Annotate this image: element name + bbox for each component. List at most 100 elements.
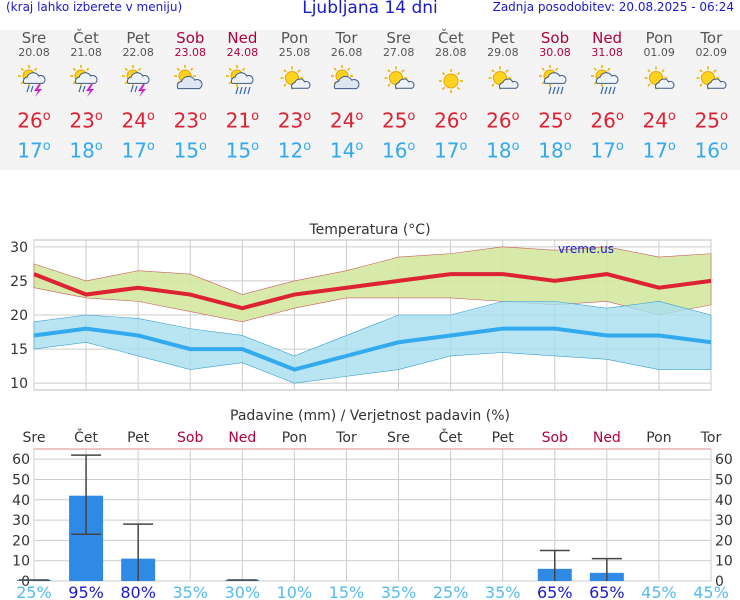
max-temp: 24o	[121, 108, 155, 133]
day-date: 23.08	[174, 46, 207, 59]
precip-ytick-right: 40	[715, 493, 733, 509]
min-temp: 17o	[434, 138, 468, 163]
day-name: Tor	[335, 29, 358, 47]
temp-ytick: 15	[10, 342, 28, 358]
watermark: vreme.us	[558, 242, 614, 256]
min-temp-value: 16	[694, 138, 721, 163]
sun-cloud-rain-icon	[226, 65, 254, 95]
sun-cloud-lightning-icon	[18, 65, 46, 97]
max-temp: 26o	[590, 108, 624, 133]
max-temp-value: 23	[173, 108, 200, 133]
min-temp-value: 17	[590, 138, 616, 163]
max-temp: 23o	[69, 108, 103, 133]
max-temp: 25o	[538, 108, 572, 133]
precip-ytick-left: 30	[12, 513, 30, 529]
temp-ytick: 30	[10, 240, 28, 256]
forecast-day: Čet 21.08 23o 18o	[60, 30, 112, 162]
temp-ytick: 10	[10, 376, 28, 392]
forecast-day: Tor 26.08 24o 14o	[321, 30, 373, 162]
precip-ytick-right: 20	[715, 533, 733, 549]
forecast-day: Pon 25.08 23o 12o	[269, 30, 321, 162]
precip-probability: 65%	[537, 583, 573, 600]
min-temp-value: 16	[381, 138, 408, 163]
max-temp-value: 23	[69, 108, 95, 133]
min-temp: 18o	[538, 138, 572, 163]
precip-day-label: Pon	[646, 430, 671, 446]
day-name: Tor	[700, 29, 723, 47]
forecast-day: Pet 29.08 26o 18o	[477, 30, 529, 162]
precipitation-chart: Padavine (mm) / Verjetnost padavin (%) Sr…	[12, 408, 733, 600]
min-temp-value: 18	[486, 138, 512, 163]
day-date: 27.08	[382, 46, 415, 59]
max-temp: 26o	[434, 108, 468, 133]
precip-day-label: Pon	[282, 430, 307, 446]
sun-small-cloud-icon	[384, 66, 415, 90]
day-name: Pet	[491, 29, 515, 47]
min-temp: 17o	[17, 138, 51, 163]
precip-ytick-left: 10	[12, 554, 30, 570]
day-name: Pet	[126, 29, 150, 47]
min-temp: 18o	[69, 138, 103, 163]
precip-day-label: Ned	[593, 430, 621, 446]
day-date: 26.08	[330, 46, 363, 59]
max-temp: 25o	[694, 108, 728, 133]
min-temp: 15o	[225, 138, 260, 163]
precip-ytick-left: 60	[12, 452, 30, 468]
precip-day-label: Tor	[335, 430, 357, 446]
day-date: 21.08	[70, 46, 102, 59]
precip-probability: 45%	[641, 583, 677, 600]
max-temp: 25o	[381, 108, 416, 133]
max-temp: 23o	[277, 108, 312, 133]
max-temp-value: 25	[694, 108, 721, 133]
precip-probability: 15%	[329, 583, 365, 600]
sun-cloud-rain-icon	[591, 65, 619, 95]
min-temp: 12o	[277, 138, 312, 163]
precip-ytick-left: 20	[12, 533, 30, 549]
precip-probability: 65%	[589, 583, 625, 600]
precip-probability: 80%	[120, 583, 156, 600]
page-title: Ljubljana 14 dni	[302, 0, 438, 18]
sun-cloud-icon	[330, 65, 360, 90]
min-temp: 16o	[381, 138, 416, 163]
precip-ytick-right: 60	[715, 452, 733, 468]
precip-ytick-left: 40	[12, 493, 30, 509]
max-temp: 24o	[642, 108, 676, 133]
max-temp: 26o	[17, 108, 51, 133]
min-temp-value: 17	[434, 138, 460, 163]
min-temp-value: 17	[17, 138, 43, 163]
precip-probability: 25%	[433, 583, 469, 600]
min-temp: 14o	[329, 138, 364, 163]
precip-probability: 30%	[225, 583, 261, 600]
forecast-day: Sob 30.08 25o 18o	[529, 30, 581, 162]
day-date: 30.08	[539, 46, 571, 59]
day-name: Pon	[645, 29, 673, 47]
precip-day-label: Čet	[439, 428, 463, 446]
max-temp-value: 25	[538, 108, 564, 133]
day-name: Sre	[386, 29, 411, 47]
min-temp: 16o	[694, 138, 728, 163]
precip-day-label: Sob	[542, 430, 568, 446]
max-temp-value: 26	[17, 108, 43, 133]
forecast-day: Čet 28.08 26o 17o	[425, 30, 477, 162]
sun-cloud-rain-icon	[539, 65, 567, 95]
precip-ytick-right: 10	[715, 554, 733, 570]
precip-ytick-right: 50	[715, 472, 733, 488]
day-name: Sob	[540, 29, 570, 47]
header-subtitle[interactable]: (kraj lahko izberete v meniju)	[6, 0, 183, 14]
last-update: Zadnja posodobitev: 20.08.2025 - 06:24	[492, 0, 734, 14]
precip-probability: 10%	[277, 583, 313, 600]
min-temp: 17o	[642, 138, 676, 163]
max-temp-line	[33, 272, 712, 311]
temp-ytick: 25	[10, 274, 28, 290]
precip-ytick-right: 0	[715, 574, 724, 590]
precip-probability: 45%	[693, 583, 729, 600]
day-date: 25.08	[278, 46, 311, 59]
sun-icon	[438, 69, 463, 93]
max-temp: 21o	[225, 108, 260, 133]
precip-ytick-right: 30	[715, 513, 733, 529]
precip-probability: 95%	[68, 583, 104, 600]
precip-day-label: Sob	[177, 430, 203, 446]
min-temp-value: 18	[538, 138, 564, 163]
max-temp: 23o	[173, 108, 207, 133]
max-temp-value: 26	[434, 108, 460, 133]
